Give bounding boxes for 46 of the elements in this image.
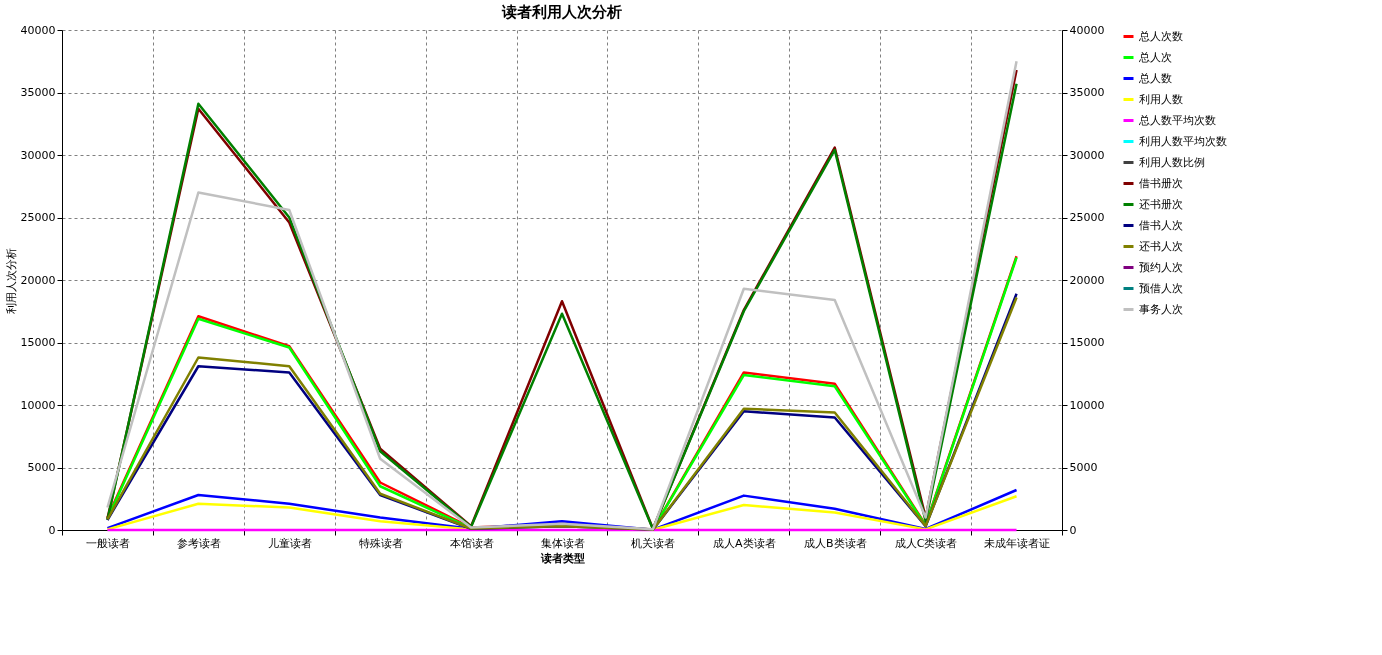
x-tick-label: 成人A类读者 — [713, 536, 776, 550]
y-axis-title: 利用人次分析 — [4, 247, 18, 314]
x-tick-label: 成人B类读者 — [803, 536, 867, 550]
x-tick-label: 机关读者 — [631, 536, 676, 550]
y-tick-label: 25000 — [20, 211, 56, 224]
y2-tick-label: 10000 — [1069, 398, 1105, 412]
y2-tick-label: 15000 — [1069, 336, 1105, 349]
y2-tick-label: 20000 — [1069, 273, 1105, 287]
legend-label: 利用人数比例 — [1139, 155, 1205, 169]
y2-tick-label: 0 — [1069, 523, 1077, 537]
x-tick-label: 本馆读者 — [449, 536, 494, 550]
legend-label: 借书人次 — [1139, 218, 1183, 232]
y2-tick-label: 30000 — [1069, 148, 1105, 162]
y2-tick-label: 25000 — [1069, 211, 1105, 224]
y-tick-label: 20000 — [20, 273, 56, 287]
legend-label: 预借人次 — [1139, 281, 1183, 295]
legend-label: 还书册次 — [1139, 197, 1183, 211]
legend-label: 事务人次 — [1139, 302, 1183, 316]
y-tick-label: 30000 — [20, 148, 56, 162]
y-tick-label: 10000 — [20, 398, 56, 412]
y2-tick-label: 5000 — [1069, 461, 1098, 474]
y2-tick-label: 35000 — [1069, 86, 1105, 99]
legend-label: 总人数 — [1138, 71, 1172, 85]
legend-label: 总人数平均次数 — [1138, 113, 1216, 127]
x-tick-label: 儿童读者 — [267, 536, 312, 550]
chart-title: 读者利用人次分析 — [501, 3, 622, 21]
y-tick-label: 15000 — [20, 336, 56, 349]
x-tick-label: 参考读者 — [176, 536, 221, 550]
y-tick-label: 35000 — [20, 86, 56, 99]
x-axis-title: 读者类型 — [539, 551, 585, 565]
legend-label: 利用人数平均次数 — [1139, 134, 1227, 148]
x-tick-label: 成人C类读者 — [894, 536, 958, 550]
legend-label: 预约人次 — [1139, 260, 1183, 274]
y-tick-label: 40000 — [20, 23, 56, 37]
y-tick-label: 0 — [48, 523, 56, 537]
legend-label: 借书册次 — [1139, 176, 1183, 190]
x-tick-label: 特殊读者 — [358, 536, 403, 550]
x-tick-label: 一般读者 — [85, 536, 130, 550]
y2-tick-label: 40000 — [1069, 23, 1105, 37]
x-tick-label: 集体读者 — [540, 536, 585, 550]
legend-label: 还书人次 — [1139, 239, 1183, 253]
y-tick-label: 5000 — [27, 461, 56, 474]
legend-label: 利用人数 — [1139, 92, 1183, 106]
x-tick-label: 未成年读者证 — [984, 536, 1051, 550]
legend-label: 总人次数 — [1138, 29, 1183, 43]
legend-label: 总人次 — [1138, 50, 1172, 64]
